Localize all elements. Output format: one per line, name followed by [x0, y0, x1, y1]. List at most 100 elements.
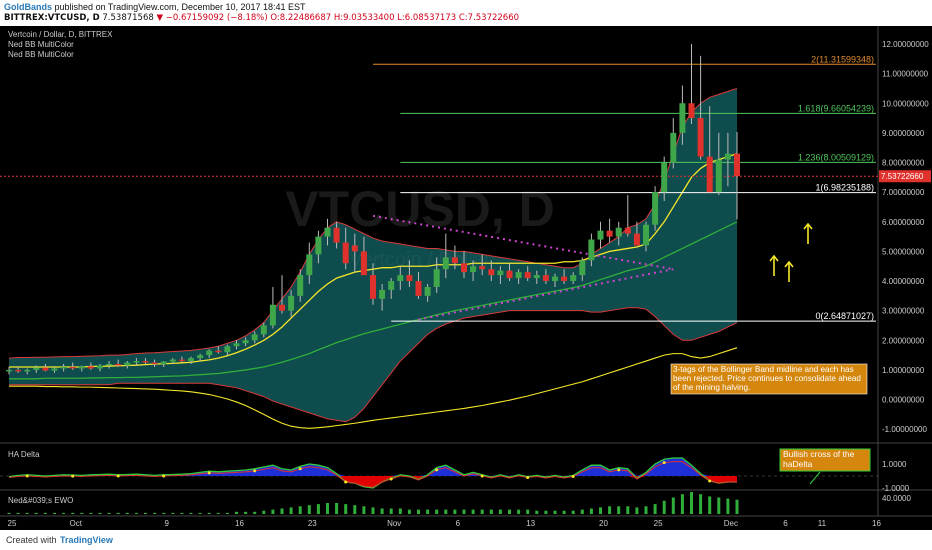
price-change: ▼ −0.67159092 (−8.18%)	[156, 13, 268, 23]
ha-delta-line	[8, 457, 737, 489]
candle-body	[233, 343, 240, 347]
candle-body	[479, 266, 486, 270]
ewo-bar	[353, 505, 357, 514]
ha-annotation-wrap: Bullish cross of the haDelta	[783, 450, 854, 468]
x-tick-label: Nov	[387, 519, 401, 528]
ha-cross-dot	[116, 474, 120, 478]
candle-body	[324, 227, 331, 237]
ewo-bar	[635, 507, 639, 514]
y-tick-label: 2.00000000	[882, 336, 925, 345]
ewo-bar	[680, 494, 684, 514]
candle-body	[388, 281, 395, 290]
ewo-bar	[535, 510, 539, 514]
ewo-bar	[417, 509, 420, 514]
x-tick-label: 9	[164, 519, 169, 528]
candle-body	[734, 153, 740, 177]
candle-body	[215, 350, 222, 353]
candle-body	[606, 230, 613, 237]
y-tick-label: 10.00000000	[882, 99, 929, 108]
ewo-bar	[653, 504, 657, 514]
candle-body	[461, 263, 467, 273]
ewo-bar	[480, 509, 484, 514]
candle-body	[69, 366, 76, 369]
candle-body	[197, 355, 204, 359]
candle-body	[724, 153, 731, 160]
ewo-bar	[335, 503, 339, 514]
candle-body	[33, 367, 40, 370]
ewo-bar	[498, 509, 502, 514]
indicator-label: Ned BB MultiColor	[8, 50, 74, 59]
header-bar: GoldBands published on TradingView.com, …	[0, 0, 932, 26]
ewo-bar	[34, 512, 38, 514]
ewo-bar	[717, 497, 721, 514]
candle-body	[342, 242, 349, 264]
x-tick-label: 20	[599, 519, 608, 528]
candle-body	[643, 224, 649, 246]
last-price-label: 7.53722660	[881, 172, 924, 181]
author-link[interactable]: GoldBands	[4, 2, 53, 12]
ewo-bar	[7, 512, 11, 514]
candle-body	[442, 257, 449, 270]
candle-body	[224, 346, 231, 353]
candle-body	[178, 359, 185, 362]
candle-body	[615, 227, 622, 237]
publish-info: GoldBands published on TradingView.com, …	[4, 2, 306, 12]
ewo-bar	[198, 512, 202, 514]
ewo-bar	[608, 506, 612, 514]
candle-body	[6, 369, 12, 372]
chart-area[interactable]: VTCUSD, DVertcoin / Dollar12.0000000011.…	[0, 26, 932, 530]
fib-level-label: 1(6.98235188)	[815, 183, 874, 193]
ewo-bar	[326, 503, 329, 514]
candle-body	[351, 245, 358, 252]
candle-body	[597, 230, 604, 240]
candle-body	[697, 118, 704, 157]
ewo-bar	[262, 510, 266, 514]
ha-delta-negative-area	[9, 476, 737, 488]
y-tick-label: 9.00000000	[882, 129, 925, 138]
ewo-bar	[71, 512, 75, 514]
x-tick-label: 25	[654, 519, 663, 528]
ewo-bar	[171, 512, 175, 514]
candle-body	[288, 295, 295, 311]
ha-annotation-pointer	[809, 471, 821, 485]
tradingview-brand[interactable]: TradingView	[60, 535, 113, 545]
ewo-bar	[216, 512, 220, 514]
ewo-bar	[380, 508, 384, 514]
x-tick-label: 23	[308, 519, 317, 528]
ewo-bar	[662, 500, 666, 514]
candle-body	[661, 162, 668, 193]
ha-cross-dot	[389, 477, 393, 481]
ewo-bar	[144, 512, 147, 514]
ewo-title: Ned&#039;s EWO	[8, 496, 73, 505]
ha-cross-dot	[162, 474, 166, 478]
ha-cross-dot	[480, 474, 484, 478]
candle-body	[506, 270, 513, 279]
candle-body	[97, 365, 103, 369]
x-tick-label: 13	[526, 519, 535, 528]
candle-body	[433, 269, 440, 287]
y-tick-label: 1.00000000	[882, 366, 925, 375]
ewo-bar	[43, 512, 47, 514]
ewo-bar	[580, 509, 584, 514]
ha-cross-dot	[253, 469, 257, 473]
ewo-bar	[289, 507, 293, 514]
ha-y-tick-label: 1.0000	[882, 460, 907, 469]
y-tick-label: 7.00000000	[882, 188, 925, 197]
candle-body	[315, 236, 322, 255]
candle-body	[124, 362, 131, 366]
ewo-bar	[699, 494, 703, 514]
y-tick-label: 4.00000000	[882, 277, 925, 286]
candle-body	[242, 340, 249, 344]
candle-body	[497, 270, 504, 276]
triangle-lower-trendline	[418, 268, 674, 321]
candle-body	[570, 275, 577, 282]
candle-body	[370, 275, 376, 299]
footer-bar: Created with TradingView	[0, 530, 932, 550]
candle-body	[306, 254, 313, 276]
candle-body	[424, 286, 431, 296]
candle-body	[115, 364, 122, 366]
y-tick-label: 3.00000000	[882, 307, 925, 316]
symbol-name: BITTREX:VTCUSD, D	[4, 13, 100, 23]
candle-body	[151, 362, 158, 365]
candle-body	[624, 227, 631, 234]
